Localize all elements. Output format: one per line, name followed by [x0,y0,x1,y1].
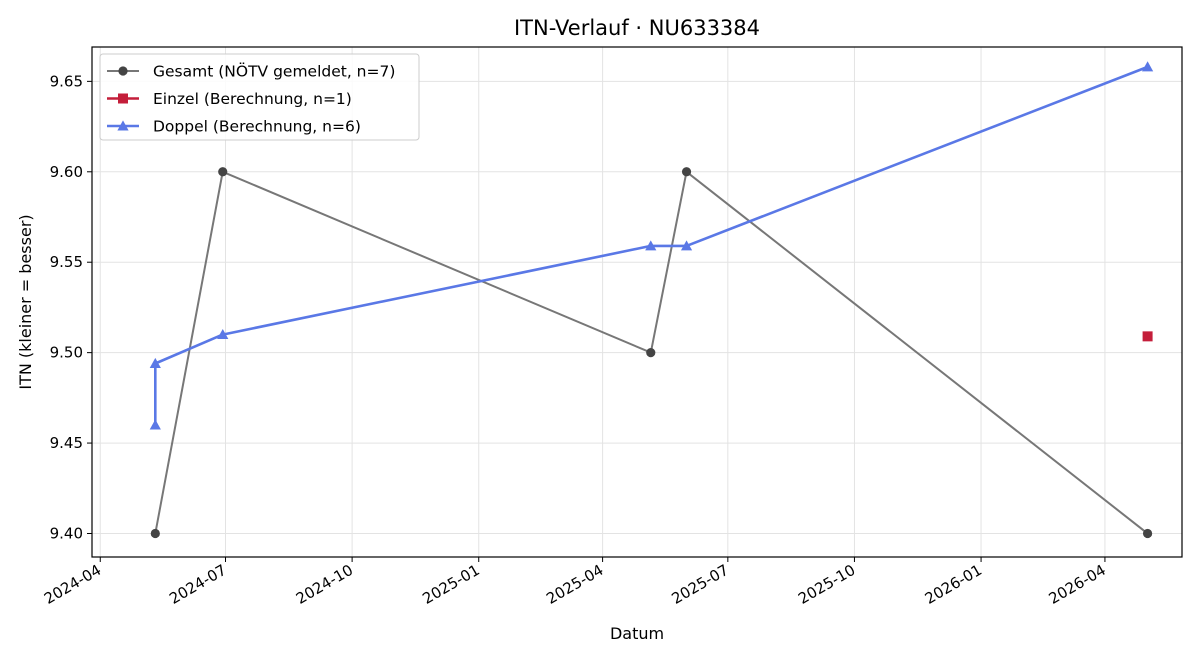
y-tick-label: 9.65 [50,72,83,90]
y-axis-label: ITN (kleiner = besser) [16,214,35,389]
y-axis: 9.40 9.45 9.50 9.55 9.60 9.65 [50,72,92,542]
series-gesamt [150,167,1153,539]
data-point-doppel [149,419,161,430]
plot-frame [91,46,1183,558]
grid [92,47,1182,557]
legend-label: Doppel (Berechnung, n=6) [153,118,361,136]
data-point-gesamt [218,167,228,177]
y-tick-label: 9.45 [50,434,83,452]
series-einzel [1142,331,1153,342]
data-point-gesamt [1142,528,1153,539]
x-tick-label: 2025-04 [543,561,606,608]
legend-box [99,53,420,141]
x-tick-label: 2026-01 [922,561,985,608]
data-point-doppel [217,328,229,340]
data-point-gesamt [646,348,656,358]
legend: Gesamt (NÖTV gemeldet, n=7) Einzel (Berec… [99,53,420,141]
data-point-doppel [645,240,657,251]
data-point-doppel [1141,61,1154,72]
x-tick-label: 2024-10 [293,561,356,608]
x-axis-label: Datum [610,624,664,643]
x-axis: 2024-04 2024-07 2024-10 2025-01 2025-04 2025-… [41,557,1109,608]
legend-label: Einzel (Berechnung, n=1) [153,90,352,108]
x-tick-label: 2024-07 [166,561,229,608]
legend-item-einzel: Einzel (Berechnung, n=1) [107,90,352,108]
y-tick-label: 9.55 [50,253,83,271]
x-tick-label: 2024-04 [41,561,104,608]
legend-marker [117,120,129,131]
data-point-gesamt [681,167,692,177]
x-tick-label: 2026-04 [1046,561,1109,608]
chart-title: ITN-Verlauf · NU633384 [514,16,760,40]
series-line-doppel [154,65,1149,425]
legend-marker [118,93,128,104]
data-point-einzel [1142,331,1153,342]
series-layer [149,61,1154,539]
data-point-gesamt [150,528,160,539]
legend-label: Gesamt (NÖTV gemeldet, n=7) [153,62,395,81]
legend-item-gesamt: Gesamt (NÖTV gemeldet, n=7) [107,62,395,81]
series-doppel [149,61,1154,430]
data-point-doppel [149,357,161,368]
y-tick-label: 9.40 [50,524,83,542]
data-point-doppel [680,240,693,251]
x-tick-label: 2025-01 [419,561,482,608]
x-tick-label: 2025-10 [795,561,858,608]
y-tick-label: 9.50 [50,344,83,362]
legend-item-doppel: Doppel (Berechnung, n=6) [107,118,361,136]
legend-marker [118,66,128,76]
y-tick-label: 9.60 [50,163,83,181]
x-tick-label: 2025-07 [669,561,732,608]
